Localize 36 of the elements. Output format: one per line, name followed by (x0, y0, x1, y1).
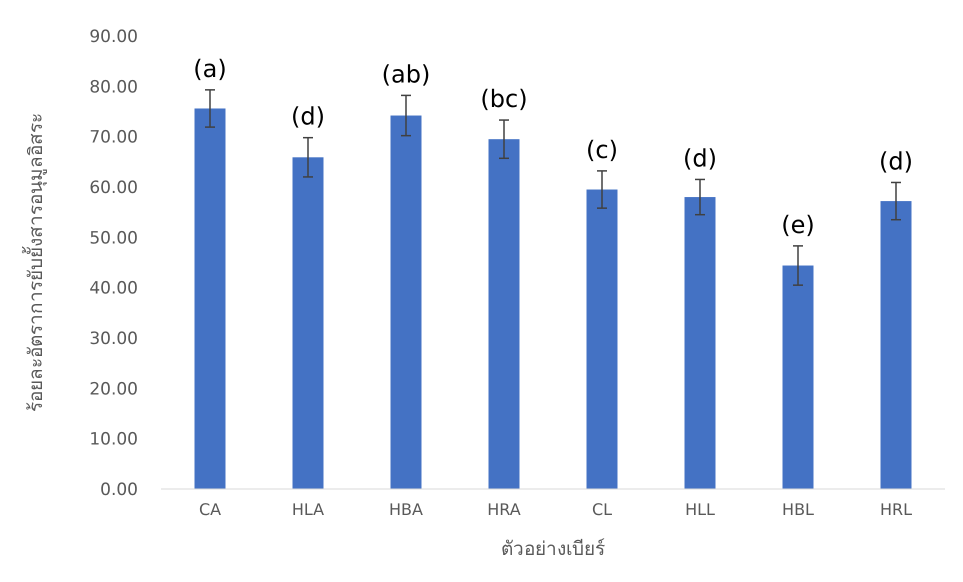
bar (782, 266, 814, 489)
x-tick-label: CL (592, 500, 612, 519)
bar (390, 116, 422, 489)
annotation: (d) (683, 144, 717, 172)
x-tick-label: HRA (487, 500, 521, 519)
x-tick-label: HLA (292, 500, 324, 519)
y-tick-label: 10.00 (89, 430, 138, 450)
y-axis-title: ร้อยละอัตราการยับยั้งสารอนุมูลอิสระ (22, 113, 48, 412)
annotation: (ab) (382, 60, 430, 88)
y-tick-label: 50.00 (89, 228, 138, 248)
y-tick-label: 40.00 (89, 278, 138, 299)
x-tick-label: HBA (389, 500, 424, 519)
x-tick-label: HLL (685, 500, 716, 519)
annotation: (bc) (480, 85, 528, 114)
bar (194, 108, 226, 489)
bar (292, 157, 324, 489)
y-tick-label: 80.00 (89, 77, 138, 98)
y-tick-label: 30.00 (89, 329, 138, 349)
annotation: (c) (586, 136, 618, 164)
bar (488, 139, 520, 489)
bar (684, 197, 716, 489)
annotation: (d) (879, 147, 913, 176)
bar (586, 190, 618, 489)
y-tick-label: 60.00 (89, 178, 138, 198)
y-tick-label: 90.00 (89, 27, 138, 47)
y-tick-label: 20.00 (89, 379, 138, 400)
bar (880, 201, 912, 489)
y-tick-label: 0.00 (100, 480, 138, 500)
annotation: (e) (781, 210, 815, 239)
x-tick-label: HBL (782, 500, 814, 519)
x-axis-title: ตัวอย่างเบียร์ (501, 538, 605, 560)
x-tick-label: CA (198, 500, 222, 519)
annotation: (d) (291, 102, 325, 131)
y-tick-label: 70.00 (89, 128, 138, 148)
x-tick-label: HRL (880, 500, 912, 519)
annotation: (a) (193, 54, 227, 83)
